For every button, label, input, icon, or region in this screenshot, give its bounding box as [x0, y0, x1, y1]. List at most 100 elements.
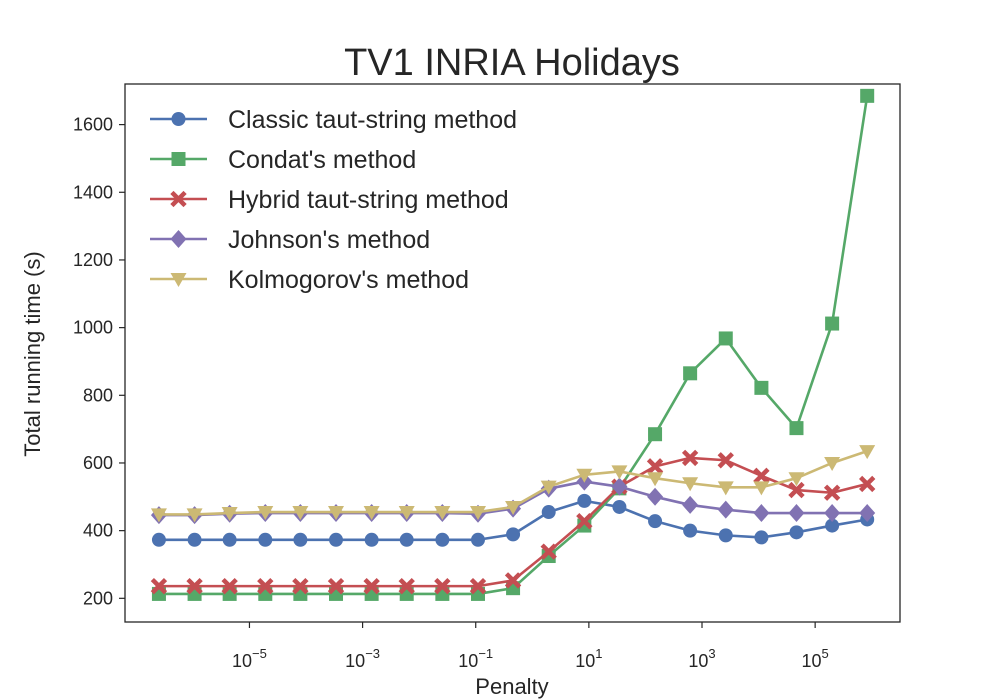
data-point	[823, 484, 841, 501]
y-tick-label: 600	[83, 453, 113, 473]
data-point	[682, 477, 699, 492]
data-point	[825, 518, 840, 533]
data-point	[788, 472, 805, 487]
data-point	[576, 468, 593, 483]
data-point	[434, 577, 451, 595]
y-tick-label: 1200	[73, 250, 113, 270]
data-point	[753, 504, 770, 523]
data-point	[824, 504, 841, 523]
legend-item: Condat's method	[150, 146, 416, 174]
data-point	[683, 523, 698, 538]
data-point	[859, 475, 876, 493]
chart-title: TV1 INRIA Holidays	[344, 42, 680, 84]
data-point	[717, 481, 734, 496]
legend-label: Condat's method	[228, 146, 416, 174]
data-point	[754, 530, 769, 545]
data-point	[435, 532, 450, 547]
data-point	[327, 577, 345, 595]
data-point	[718, 331, 733, 346]
data-point	[681, 449, 699, 467]
data-point	[506, 527, 521, 542]
data-point	[612, 499, 627, 514]
data-point	[860, 88, 875, 103]
data-point	[222, 532, 237, 547]
series-condat-s-method	[151, 88, 875, 601]
y-axis-label: Total running time (s)	[20, 251, 45, 456]
data-point	[293, 532, 308, 547]
data-point	[292, 577, 309, 595]
y-tick-label: 1400	[73, 182, 113, 202]
data-point	[221, 507, 238, 522]
data-point	[646, 458, 664, 475]
legend-marker	[170, 230, 187, 248]
legend-item: Johnson's method	[150, 226, 430, 254]
legend-label: Classic taut-string method	[228, 106, 517, 134]
data-point	[504, 572, 522, 589]
data-point	[789, 525, 804, 540]
data-point	[717, 452, 734, 469]
y-tick-label: 1600	[73, 115, 113, 135]
data-point	[470, 532, 485, 547]
data-point	[505, 500, 522, 515]
y-tick-label: 400	[83, 521, 113, 541]
series-kolmogorov-s-method	[150, 445, 876, 523]
legend: Classic taut-string method Condat's metho…	[150, 106, 517, 294]
data-point	[398, 506, 415, 521]
legend-label: Hybrid taut-string method	[228, 186, 509, 214]
data-point	[151, 532, 166, 547]
data-point	[150, 508, 167, 523]
data-point	[576, 512, 593, 530]
data-point	[647, 472, 664, 487]
legend-label: Johnson's method	[228, 226, 430, 254]
legend-marker	[170, 273, 187, 287]
data-point	[434, 506, 451, 521]
data-point	[363, 577, 380, 595]
data-point	[257, 577, 274, 595]
data-point	[186, 577, 203, 595]
legend-item: Hybrid taut-string method	[150, 186, 509, 214]
data-point	[364, 532, 379, 547]
data-point	[754, 380, 769, 395]
data-point	[469, 506, 486, 521]
data-point	[788, 481, 805, 499]
legend-marker	[171, 152, 186, 166]
series-group	[150, 88, 876, 601]
legend-label: Kolmogorov's method	[228, 266, 469, 294]
data-point	[292, 506, 309, 521]
data-point	[647, 487, 664, 506]
data-point	[328, 506, 345, 521]
data-point	[753, 467, 770, 485]
data-point	[540, 480, 557, 495]
data-point	[329, 532, 344, 547]
data-point	[541, 505, 556, 520]
data-point	[221, 577, 238, 595]
x-axis-label: Penalty	[475, 674, 548, 699]
data-point	[824, 456, 841, 471]
data-point	[150, 577, 168, 595]
data-point	[469, 577, 487, 595]
series-hybrid-taut-string-method	[150, 449, 876, 595]
data-point	[398, 577, 415, 595]
legend-item: Classic taut-string method	[150, 106, 517, 134]
data-point	[611, 477, 628, 496]
legend-marker	[170, 190, 187, 208]
data-point	[788, 504, 805, 523]
data-point	[611, 465, 628, 480]
data-point	[258, 532, 273, 547]
data-point	[363, 506, 380, 521]
data-point	[648, 427, 663, 442]
legend-marker	[171, 112, 186, 126]
data-point	[187, 532, 202, 547]
data-point	[399, 532, 414, 547]
data-point	[717, 500, 734, 519]
plot-frame	[124, 83, 901, 623]
y-tick-label: 1000	[73, 318, 113, 338]
data-point	[859, 445, 876, 460]
data-point	[789, 421, 804, 436]
data-point	[186, 508, 203, 523]
series-classic-taut-string-method	[151, 493, 875, 547]
data-point	[859, 504, 876, 523]
